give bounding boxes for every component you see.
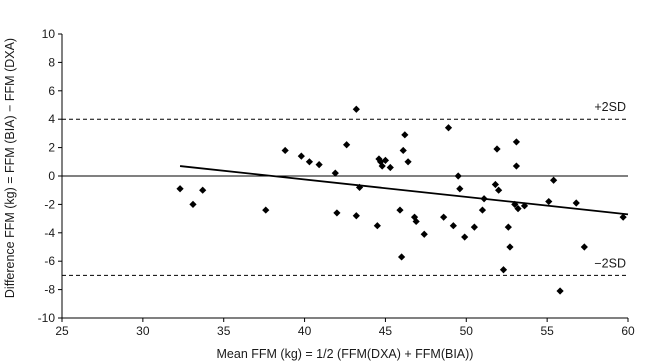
x-tick-label: 55 bbox=[540, 324, 554, 338]
data-point bbox=[381, 156, 390, 164]
regression-line-group bbox=[179, 165, 629, 216]
data-point bbox=[580, 243, 588, 251]
data-point bbox=[454, 172, 462, 180]
x-tick-label: 30 bbox=[136, 324, 150, 338]
data-point bbox=[331, 169, 339, 177]
data-point bbox=[504, 223, 512, 231]
data-point bbox=[404, 158, 412, 166]
sd-reference-label: +2SD bbox=[594, 100, 626, 114]
data-point bbox=[499, 266, 508, 274]
data-point bbox=[396, 206, 404, 214]
x-tick-label: 25 bbox=[55, 324, 69, 338]
data-point bbox=[545, 197, 553, 206]
y-tick-label: 8 bbox=[48, 55, 55, 69]
data-point bbox=[262, 206, 270, 214]
data-point bbox=[512, 162, 521, 170]
data-point bbox=[399, 146, 407, 155]
data-point bbox=[305, 158, 314, 166]
data-point bbox=[378, 162, 386, 170]
data-point bbox=[176, 185, 184, 193]
data-point bbox=[281, 146, 289, 155]
y-axis-label: Difference FFM (kg) = FFM (BIA) − FFM (D… bbox=[3, 38, 17, 298]
data-point bbox=[420, 230, 428, 238]
x-tick-label: 50 bbox=[460, 324, 474, 338]
data-point bbox=[493, 145, 501, 153]
y-tick-label: 4 bbox=[48, 112, 55, 126]
data-point bbox=[444, 124, 453, 132]
y-tick-label: 10 bbox=[42, 27, 56, 41]
data-point bbox=[511, 200, 519, 208]
data-point bbox=[410, 213, 419, 221]
y-tick-label: -6 bbox=[44, 254, 55, 268]
data-point bbox=[470, 223, 478, 231]
data-point bbox=[520, 202, 529, 210]
data-point bbox=[398, 253, 406, 261]
data-point bbox=[480, 195, 488, 203]
x-tick-label: 60 bbox=[621, 324, 635, 338]
sd-reference-label: −2SD bbox=[594, 256, 626, 270]
y-tick-label: -10 bbox=[38, 311, 56, 325]
data-point bbox=[550, 176, 558, 184]
data-point bbox=[619, 213, 627, 221]
y-tick-label: 0 bbox=[48, 169, 55, 183]
x-tick-label: 35 bbox=[217, 324, 231, 338]
x-axis: 25 30 35 40 45 50 55 60 bbox=[55, 317, 635, 338]
data-point bbox=[315, 161, 323, 169]
reference-lines: +2SD −2SD bbox=[62, 100, 628, 276]
y-tick-label: -8 bbox=[44, 283, 55, 297]
data-point bbox=[333, 209, 341, 217]
data-point bbox=[440, 213, 448, 221]
data-point bbox=[386, 163, 394, 172]
data-point bbox=[556, 287, 564, 295]
data-point bbox=[478, 206, 487, 214]
data-point bbox=[512, 138, 521, 146]
x-tick-label: 45 bbox=[379, 324, 393, 338]
data-point bbox=[375, 155, 383, 163]
data-point bbox=[343, 141, 351, 149]
data-point bbox=[514, 205, 522, 213]
data-point bbox=[506, 243, 514, 251]
data-point bbox=[352, 105, 360, 113]
data-point bbox=[352, 212, 360, 220]
regression-line bbox=[179, 165, 629, 216]
x-axis-label: Mean FFM (kg) = 1/2 (FFM(DXA) + FFM(BIA)… bbox=[217, 347, 474, 361]
y-tick-label: 6 bbox=[48, 84, 55, 98]
data-point bbox=[412, 217, 420, 226]
data-point bbox=[199, 186, 207, 194]
data-point bbox=[401, 131, 409, 139]
data-point bbox=[373, 222, 381, 230]
data-point bbox=[355, 183, 364, 191]
y-tick-label: -2 bbox=[44, 197, 55, 211]
data-point bbox=[456, 185, 464, 193]
data-point bbox=[189, 200, 197, 208]
data-points bbox=[176, 105, 627, 295]
data-point bbox=[297, 152, 305, 160]
data-point bbox=[495, 186, 503, 194]
x-tick-label: 40 bbox=[298, 324, 312, 338]
y-tick-label: -4 bbox=[44, 226, 55, 240]
data-point bbox=[491, 180, 499, 189]
data-point bbox=[449, 222, 457, 230]
data-point bbox=[461, 233, 469, 241]
y-axis: -10 -8 -6 -4 -2 0 2 4 6 8 10 bbox=[38, 27, 63, 325]
data-point bbox=[572, 199, 580, 207]
y-tick-label: 2 bbox=[48, 141, 55, 155]
